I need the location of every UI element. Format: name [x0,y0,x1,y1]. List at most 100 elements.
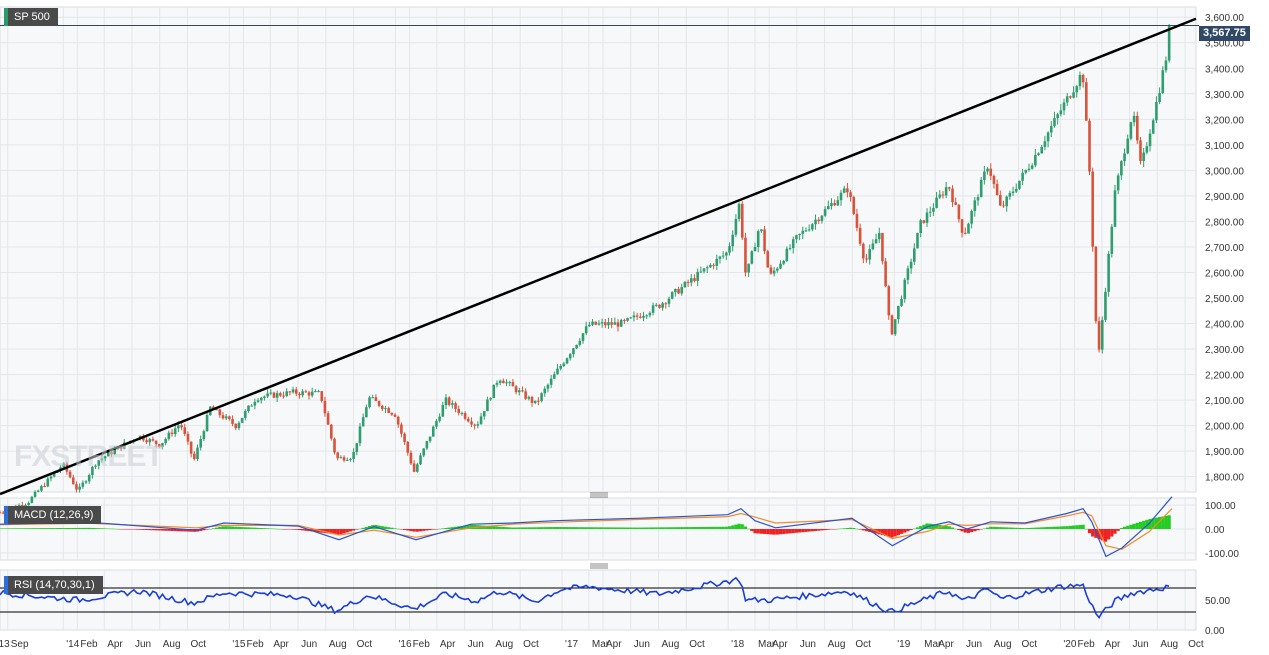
candle-body [406,441,410,453]
macd-histogram-bar [399,529,403,530]
candle-body [922,220,926,223]
macd-histogram-bar [1014,527,1018,529]
candle-body [495,382,499,385]
x-tick-label: '16 [398,639,411,650]
candle-body [75,484,78,490]
candle-body [871,243,875,250]
candle-body [377,401,381,406]
macd-histogram-bar [138,529,142,530]
macd-histogram-bar [546,527,550,529]
macd-histogram-bar [211,528,216,529]
macd-histogram-bar [922,524,926,529]
candle-body [180,425,183,428]
candle-body [409,452,413,464]
candle-body [572,348,575,355]
candle-body [893,319,897,335]
x-tick-label: Jun [634,639,650,650]
candle-body [986,168,989,172]
x-tick-label: Oct [1022,639,1038,650]
candle-body [1081,74,1085,83]
x-tick-label: Apr [273,639,289,650]
macd-histogram-bar [323,529,327,534]
candle-body [877,232,881,240]
macd-indicator-label[interactable]: MACD (12,26,9) [4,506,102,524]
candle-body [263,396,266,398]
macd-histogram-bar [852,528,856,529]
candle-body [505,382,508,384]
x-tick-label: Apr [107,639,123,650]
macd-histogram-bar [880,529,885,536]
macd-histogram-bar [125,529,130,530]
candle-body [992,175,996,184]
macd-histogram-bar [842,528,846,529]
candle-body [148,439,152,443]
macd-histogram-bar [810,529,814,532]
macd-histogram-bar [339,529,343,535]
candle-body [36,490,40,492]
candle-body [1018,180,1021,189]
candle-body [314,391,317,393]
macd-histogram-bar [896,529,900,536]
x-tick-label: Oct [1188,639,1204,650]
macd-line [0,496,1173,558]
candle-body [715,258,719,266]
x-tick-label: Apr [440,639,456,650]
macd-histogram-bar [966,529,971,533]
candle-body [540,393,543,401]
macd-histogram-bar [434,529,439,530]
x-tick-label: Aug [994,639,1012,650]
macd-histogram-bar [463,525,467,529]
macd-histogram-bar [100,528,104,529]
macd-histogram-bar [1059,526,1063,529]
candle-body [473,424,476,426]
macd-histogram-bar [141,529,145,530]
candle-body [1027,168,1031,170]
candle-body [814,219,817,225]
macd-histogram-bar [581,527,585,529]
macd-histogram-bar [1142,520,1146,529]
macd-histogram-bar [766,529,770,535]
macd-histogram-bar [973,529,977,532]
macd-histogram-bar [622,527,626,529]
macd-histogram-bar [352,529,356,531]
rsi-indicator-label[interactable]: RSI (14,70,30,1) [4,576,103,594]
candle-body [349,458,352,460]
macd-histogram-bar [466,525,470,529]
candle-body [243,411,247,418]
candle-body [339,457,343,459]
macd-histogram-bar [1126,525,1130,529]
macd-y-tick-label: 100.00 [1205,501,1236,512]
candle-body [680,287,684,294]
candle-body [846,188,849,193]
candle-body [272,392,276,398]
macd-histogram-bar [788,529,792,534]
macd-histogram-bar [1030,527,1034,529]
macd-histogram-bar [645,527,649,529]
macd-histogram-bar [469,524,474,529]
candle-body [97,460,101,466]
chart-title-label[interactable]: SP 500 [4,8,58,26]
candle-body [1110,226,1114,254]
price-y-tick-label: 3,400.00 [1205,64,1244,75]
macd-histogram-bar [87,527,91,529]
macd-histogram-bar [794,529,799,533]
candle-body [623,320,626,322]
macd-histogram-bar [253,527,257,529]
candle-body [645,315,648,317]
candle-body [728,246,731,253]
candle-body [581,333,585,341]
candle-body [677,288,680,294]
candle-body [1151,120,1155,134]
candle-body [543,388,547,394]
macd-histogram-bar [1033,527,1037,529]
rsi-line [0,576,1170,620]
macd-histogram-bar [422,529,426,531]
macd-histogram-bar [909,529,913,530]
macd-histogram-bar [447,527,451,529]
macd-histogram-bar [702,526,706,529]
x-tick-label: Oct [855,639,871,650]
x-tick-label: Aug [329,639,347,650]
candle-body [240,417,244,423]
candle-body [779,263,782,269]
candle-body [345,459,349,461]
